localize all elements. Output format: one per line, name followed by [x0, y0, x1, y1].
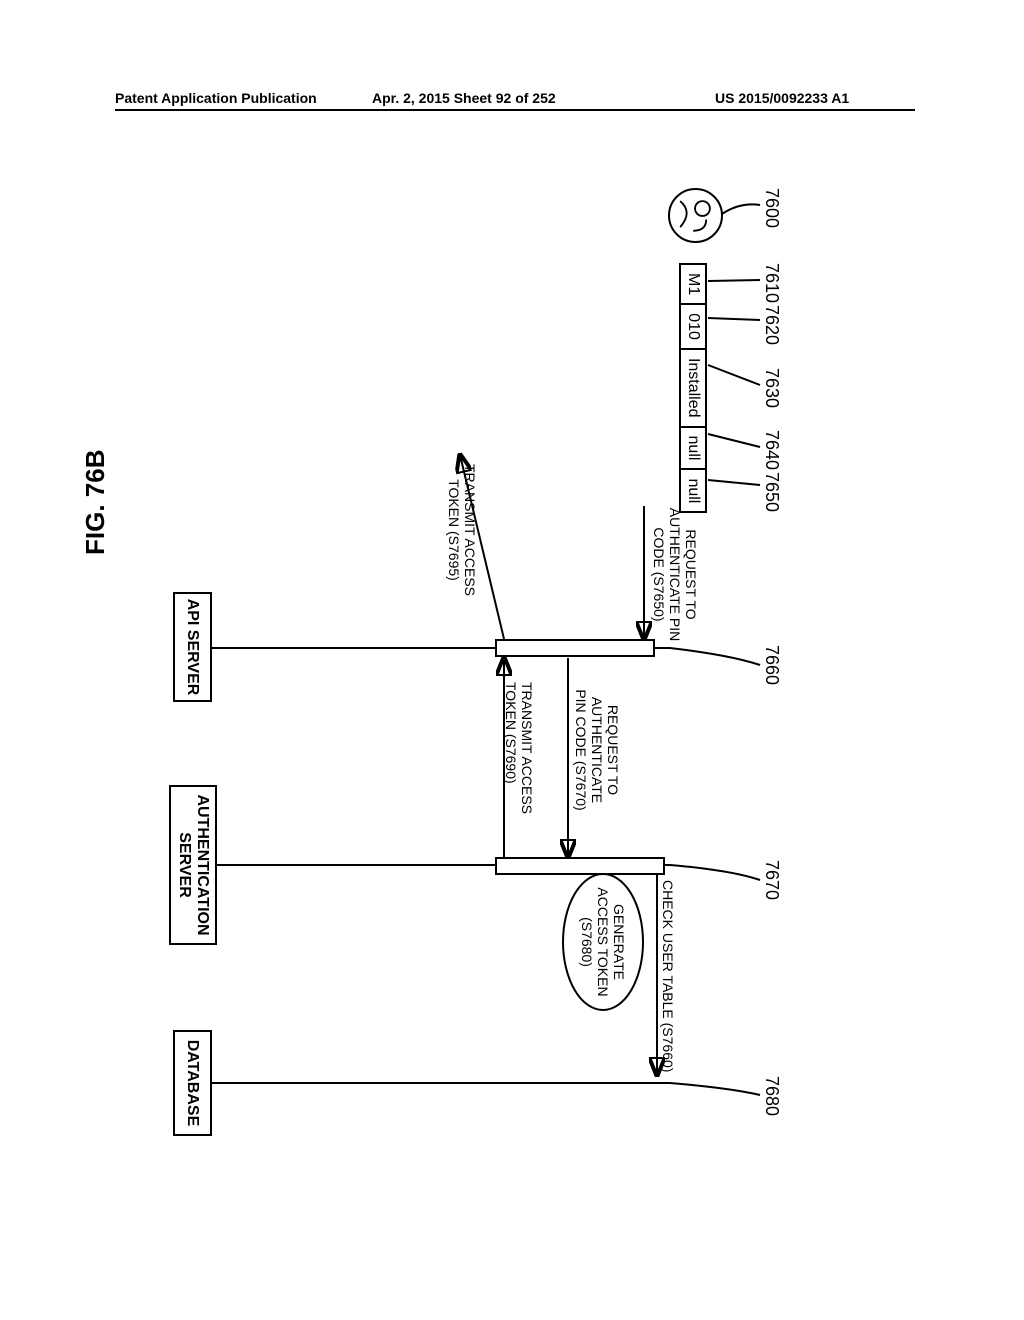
ref-7640: 7640 — [761, 430, 782, 470]
user-icon — [668, 188, 723, 243]
header-center: Apr. 2, 2015 Sheet 92 of 252 — [372, 90, 556, 106]
ref-7630: 7630 — [761, 368, 782, 408]
figure-container: FIG. 76B — [80, 160, 950, 1210]
ref-7670: 7670 — [761, 860, 782, 900]
entity-auth-server: AUTHENTICATION SERVER — [169, 785, 217, 945]
msg-req-auth-pin-2: REQUEST TO AUTHENTICATE PIN CODE (S7670) — [573, 685, 621, 815]
ref-7620: 7620 — [761, 305, 782, 345]
header-left: Patent Application Publication — [115, 90, 317, 106]
cell-m1: M1 — [681, 265, 705, 305]
device-row: M1 010 Installed null null — [679, 263, 707, 513]
msg-check-user-table: CHECK USER TABLE (S7660) — [660, 880, 676, 1080]
entity-db-label: DATABASE — [184, 1040, 202, 1127]
msg-transmit-token-2: TRANSMIT ACCESS TOKEN (S7695) — [446, 460, 478, 600]
ref-7680: 7680 — [761, 1076, 782, 1116]
cell-null2: null — [681, 470, 705, 511]
cell-installed: Installed — [681, 350, 705, 428]
msg-generate-token: GENERATE ACCESS TOKEN (S7680) — [579, 886, 627, 998]
sequence-diagram: M1 010 Installed null null 7600 7610 762… — [160, 160, 800, 1180]
ref-7660: 7660 — [761, 645, 782, 685]
figure-title: FIG. 76B — [80, 450, 111, 555]
entity-api-label: API SERVER — [184, 599, 202, 696]
activation-api — [495, 639, 655, 657]
header-rule — [115, 109, 915, 111]
cell-010: 010 — [681, 305, 705, 350]
entity-auth-l1: AUTHENTICATION — [193, 794, 211, 935]
lifeline-db — [212, 1082, 670, 1084]
ref-7600: 7600 — [761, 188, 782, 228]
activation-auth — [495, 857, 665, 875]
header-right: US 2015/0092233 A1 — [715, 90, 849, 106]
entity-auth-l2: SERVER — [175, 832, 193, 898]
ref-7650: 7650 — [761, 472, 782, 512]
msg-transmit-token-1: TRANSMIT ACCESS TOKEN (S7690) — [503, 682, 535, 822]
entity-api-server: API SERVER — [173, 592, 212, 702]
cell-null1: null — [681, 428, 705, 471]
msg-req-auth-pin-1: REQUEST TO AUTHENTICATE PIN CODE (S7650) — [651, 507, 699, 642]
entity-database: DATABASE — [173, 1030, 212, 1136]
ref-7610: 7610 — [761, 263, 782, 303]
